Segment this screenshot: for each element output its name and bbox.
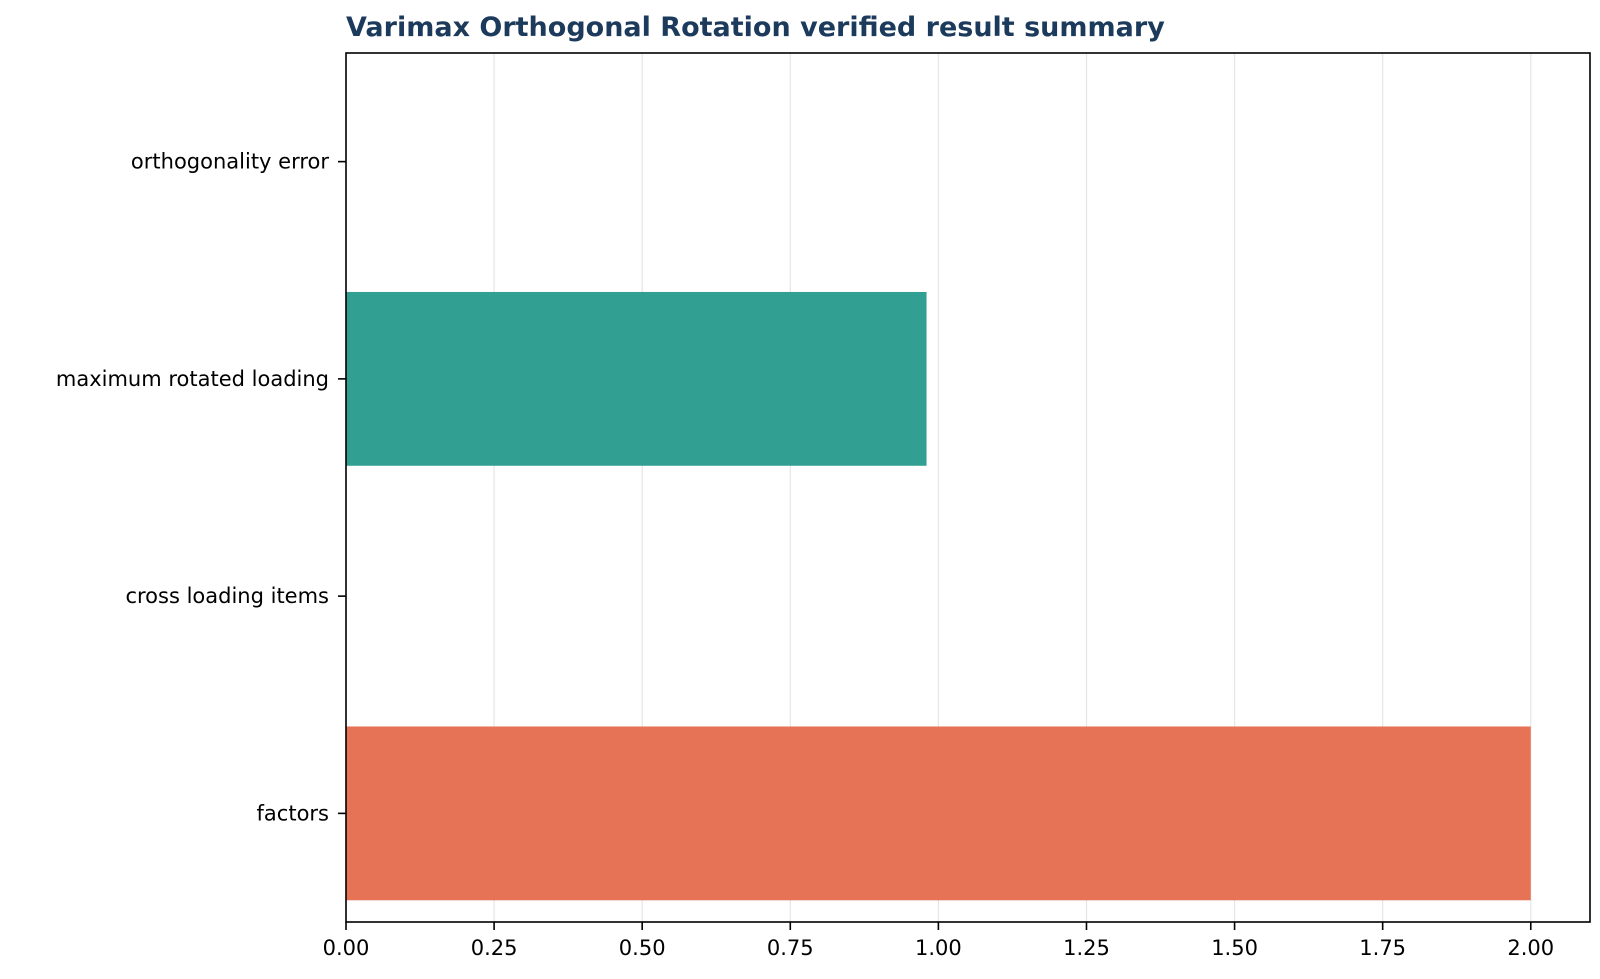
y-axis-ticks: factors cross loading items maximum rotate… xyxy=(56,150,346,825)
x-tick-label: 0.25 xyxy=(471,936,518,960)
bar-maximum-rotated-loading xyxy=(346,291,927,466)
x-tick-label: 1.00 xyxy=(915,936,962,960)
x-tick-label: 0.75 xyxy=(767,936,814,960)
x-tick-label: 0.00 xyxy=(323,936,370,960)
bar-factors xyxy=(346,726,1531,901)
y-tick-label: factors xyxy=(257,801,329,825)
x-tick-label: 1.75 xyxy=(1359,936,1406,960)
x-tick-label: 2.00 xyxy=(1507,936,1554,960)
x-tick-label: 0.50 xyxy=(619,936,666,960)
x-tick-label: 1.25 xyxy=(1063,936,1110,960)
x-axis-ticks: 0.00 0.25 0.50 0.75 1.00 1.25 1.50 1.75 2.00 xyxy=(323,922,1554,960)
x-tick-label: 1.50 xyxy=(1211,936,1258,960)
y-tick-label: orthogonality error xyxy=(131,150,329,174)
chart-title: Varimax Orthogonal Rotation verified res… xyxy=(346,12,1165,43)
bars xyxy=(346,291,1531,901)
y-tick-label: cross loading items xyxy=(125,584,329,608)
y-tick-label: maximum rotated loading xyxy=(56,367,329,391)
axes-frame xyxy=(345,52,1591,923)
